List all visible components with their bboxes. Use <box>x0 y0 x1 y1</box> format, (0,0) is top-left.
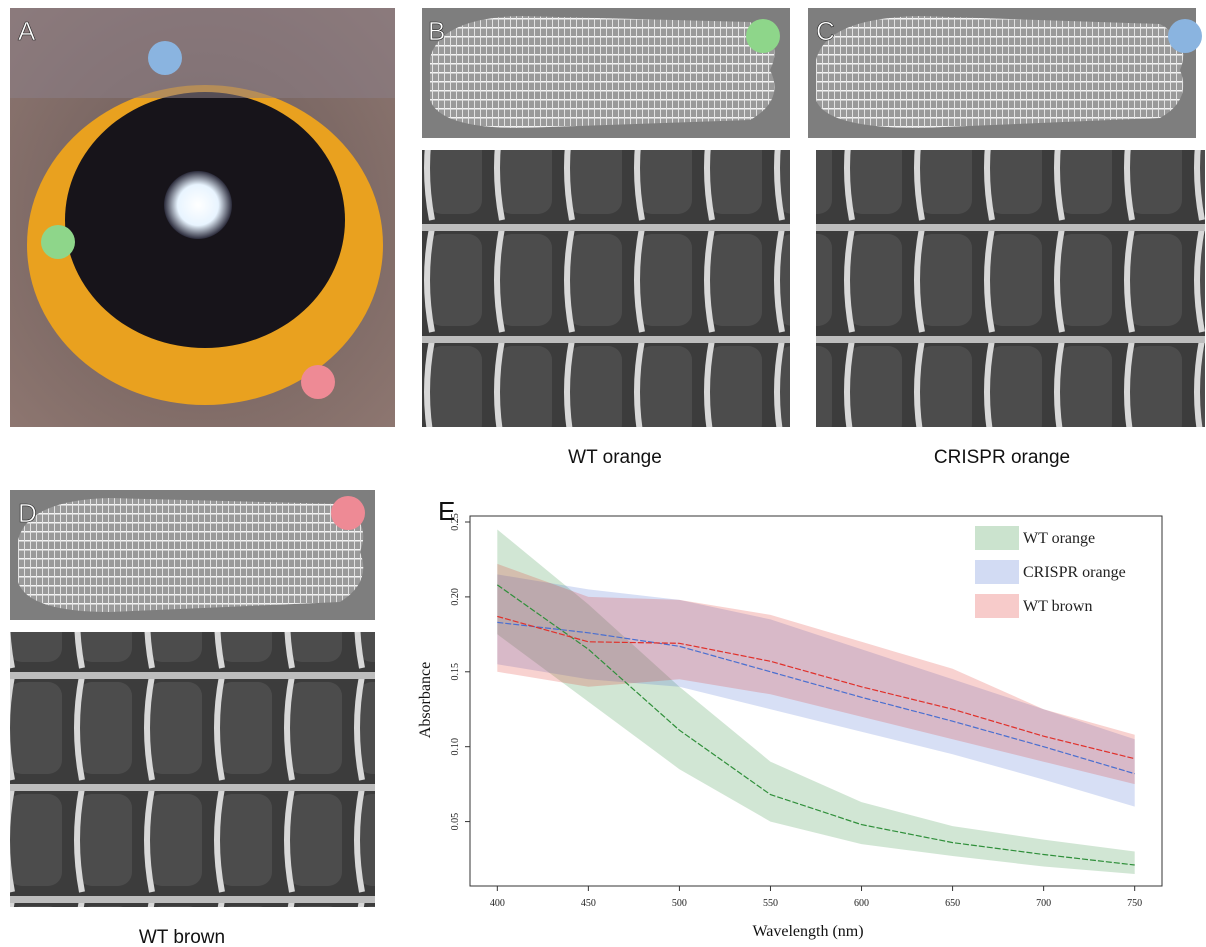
y-axis-label: Absorbance <box>417 662 434 738</box>
legend-swatch <box>975 560 1019 584</box>
legend-label: WT orange <box>1023 530 1095 547</box>
figure: A B WT orange C CRISPR orange D WT brown… <box>0 0 1206 947</box>
photo-eyespot <box>10 8 395 427</box>
caption: WT orange <box>568 447 662 468</box>
x-tick-label: 750 <box>1127 898 1142 909</box>
panel-label: A <box>18 16 36 46</box>
panel-label: B <box>428 16 445 46</box>
legend-label: CRISPR orange <box>1023 564 1126 581</box>
x-axis-label: Wavelength (nm) <box>752 923 863 940</box>
x-tick-label: 600 <box>854 898 869 909</box>
x-tick-label: 550 <box>763 898 778 909</box>
x-tick-label: 400 <box>490 898 505 909</box>
x-tick-label: 700 <box>1036 898 1051 909</box>
sem-image <box>422 8 790 427</box>
legend-swatch <box>975 594 1019 618</box>
x-tick-label: 500 <box>672 898 687 909</box>
y-tick-label: 0.10 <box>450 738 461 756</box>
x-tick-label: 650 <box>945 898 960 909</box>
y-tick-label: 0.20 <box>450 588 461 606</box>
legend-label: WT brown <box>1023 598 1092 615</box>
caption: WT brown <box>139 927 225 947</box>
panel-label: D <box>18 498 37 528</box>
x-tick-label: 450 <box>581 898 596 909</box>
caption: CRISPR orange <box>934 447 1070 468</box>
panel-label: C <box>816 16 835 46</box>
y-tick-label: 0.15 <box>450 663 461 681</box>
sem-image <box>10 490 375 907</box>
y-tick-label: 0.25 <box>450 513 461 531</box>
y-tick-label: 0.05 <box>450 813 461 831</box>
legend-swatch <box>975 526 1019 550</box>
sem-image <box>808 8 1205 427</box>
